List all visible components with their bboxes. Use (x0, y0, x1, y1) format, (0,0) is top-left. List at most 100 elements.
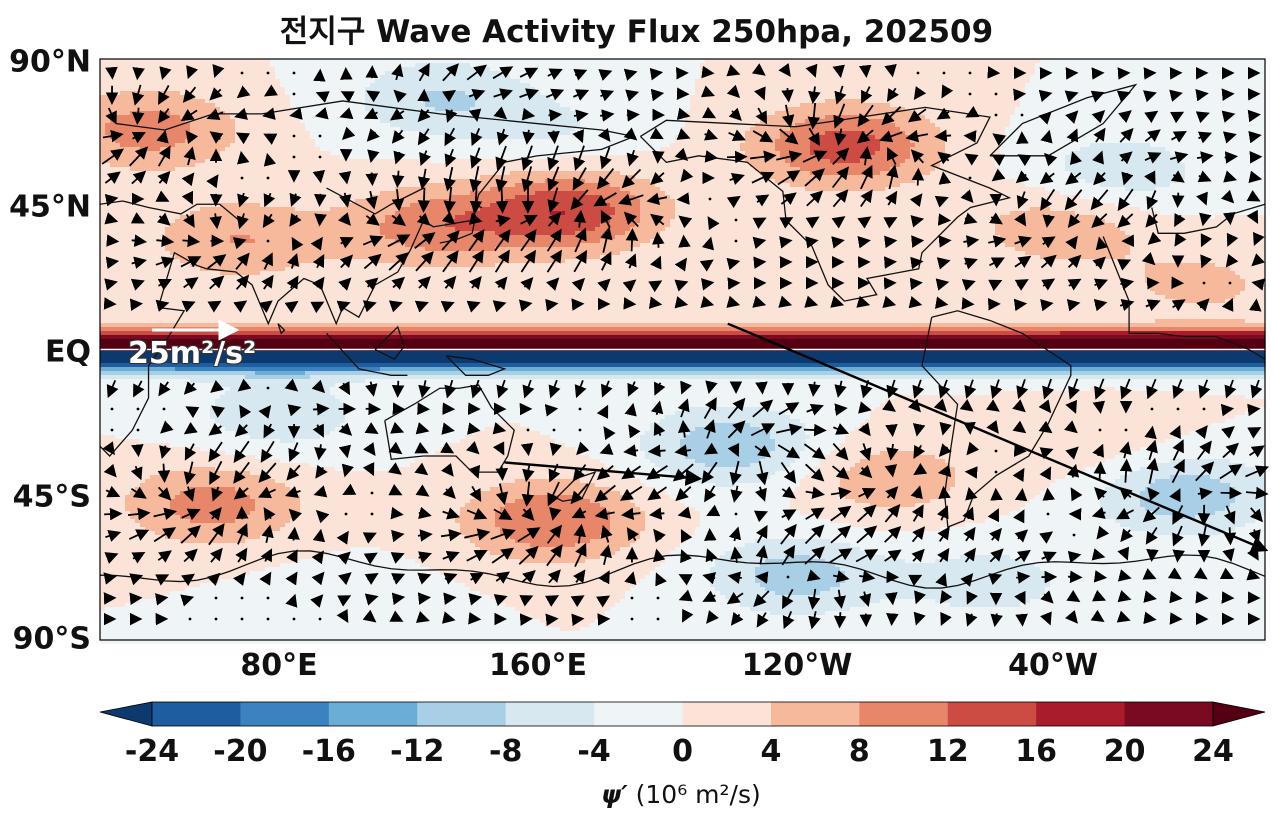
flux-vector (1020, 304, 1025, 305)
flux-vector (914, 241, 921, 242)
flux-vector (864, 304, 867, 305)
flux-vector (345, 492, 348, 493)
colorbar-unit: (10⁶ m²/s) (628, 780, 761, 809)
flux-vector (838, 304, 841, 305)
x-tick-label: 160°E (489, 648, 587, 683)
flux-vector-dot (579, 408, 582, 411)
flux-vector (473, 619, 478, 620)
flux-vector-dot (345, 513, 348, 516)
flux-vector-dot (293, 618, 296, 621)
y-tick-label: 45°S (13, 480, 91, 515)
flux-vector (787, 88, 788, 100)
flux-vector (163, 464, 164, 481)
flux-vector-dot (293, 135, 296, 138)
flux-vector (553, 448, 554, 453)
flux-vector (835, 408, 845, 409)
x-tick-label: 40°W (1008, 648, 1098, 683)
flux-vector (317, 114, 322, 115)
colorbar-tick-label: 24 (1192, 734, 1234, 769)
flux-vector (942, 304, 945, 305)
flux-vector (313, 408, 327, 409)
flux-vector (446, 598, 454, 599)
flux-vector (786, 241, 790, 242)
flux-vector (108, 261, 117, 262)
flux-vector-dot (319, 135, 322, 138)
flux-vector (137, 68, 138, 77)
flux-vector (632, 231, 633, 252)
flux-vector (891, 469, 892, 475)
flux-vector (941, 282, 946, 283)
flux-vector-dot (657, 597, 660, 600)
flux-vector (397, 171, 398, 186)
flux-vector (916, 304, 919, 305)
flux-vector (1254, 576, 1257, 577)
flux-vector (500, 303, 504, 304)
flux-vector (241, 154, 242, 161)
flux-vector (804, 430, 824, 431)
y-tick-label: 90°N (9, 45, 91, 80)
flux-vector-dot (241, 618, 244, 621)
flux-vector-dot (631, 618, 634, 621)
colorbar-bin (859, 702, 948, 726)
flux-vector (915, 262, 921, 263)
colorbar-tick-label: -12 (390, 734, 444, 769)
flux-vector (1227, 114, 1232, 115)
flux-vector (892, 71, 893, 75)
contour-fill (100, 59, 1266, 644)
x-tick-label: 80°E (240, 648, 317, 683)
flux-vector (448, 430, 452, 431)
flux-vector (104, 514, 120, 515)
flux-vector (162, 598, 166, 599)
flux-vector-dot (215, 618, 218, 621)
flux-vector (679, 199, 689, 200)
flux-vector-dot (969, 72, 972, 75)
flux-vector-dot (293, 72, 296, 75)
flux-vector-dot (215, 597, 218, 600)
flux-vector (1152, 428, 1153, 431)
y-tick-label: 45°N (9, 190, 91, 225)
flux-vector-dot (787, 576, 790, 579)
flux-vector (240, 240, 244, 241)
flux-vector-dot (241, 72, 244, 75)
flux-vector-dot (943, 72, 946, 75)
flux-vector-dot (1021, 114, 1024, 117)
flux-vector (656, 73, 661, 74)
flux-vector (627, 115, 637, 116)
flux-vector (526, 304, 530, 305)
flux-vector (939, 241, 949, 242)
flux-vector (552, 304, 556, 305)
y-tick-label: 90°S (13, 622, 91, 657)
flux-vector (319, 531, 320, 538)
colorbar-tick-label: -24 (125, 734, 179, 769)
flux-vector-dot (319, 618, 322, 621)
flux-vector (1045, 303, 1051, 304)
flux-vector-dot (995, 114, 998, 117)
map-panel (100, 59, 1265, 640)
flux-vector (528, 448, 529, 453)
flux-vector-dot (1125, 429, 1128, 432)
flux-vector (654, 93, 661, 94)
flux-vector (944, 489, 945, 498)
flux-vector-dot (111, 429, 114, 432)
flux-vector (293, 596, 294, 599)
flux-vector (110, 577, 115, 578)
flux-vector-dot (137, 429, 140, 432)
flux-vector (760, 304, 763, 305)
flux-vector-dot (969, 177, 972, 180)
flux-vector (812, 304, 815, 305)
flux-vector (937, 135, 951, 136)
flux-vector-dot (267, 177, 270, 180)
flux-vector (760, 241, 763, 242)
flux-vector (265, 114, 271, 115)
flux-vector-dot (995, 93, 998, 96)
colorbar-tick-label: -16 (302, 734, 356, 769)
flux-vector (1099, 464, 1100, 480)
flux-vector (502, 466, 503, 478)
flux-vector-dot (267, 72, 270, 75)
flux-vector-dot (189, 618, 192, 621)
flux-vector (709, 513, 712, 514)
flux-vector-dot (553, 429, 556, 432)
flux-vector-dot (735, 240, 738, 243)
flux-vector (1225, 156, 1236, 157)
colorbar-tick-label: 20 (1104, 734, 1146, 769)
